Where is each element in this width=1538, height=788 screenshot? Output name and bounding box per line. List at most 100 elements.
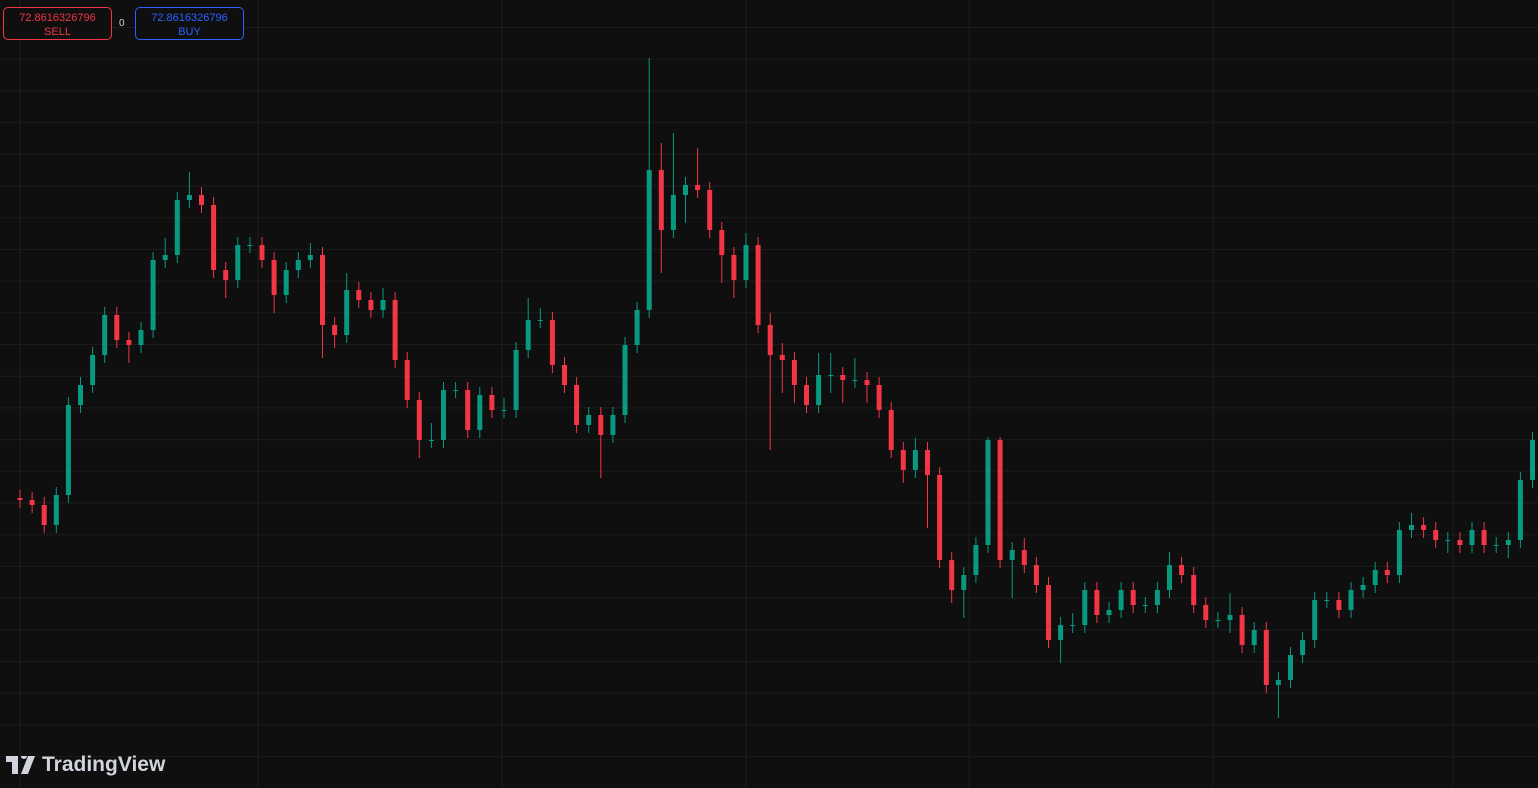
candle-body — [1227, 615, 1233, 620]
candle-body — [537, 320, 543, 321]
candle-body — [199, 195, 204, 205]
candle-body — [138, 330, 144, 345]
candle-body — [416, 400, 422, 440]
candle-body — [53, 495, 59, 525]
buy-label: BUY — [178, 26, 201, 38]
candle-body — [634, 310, 640, 345]
candle-body — [622, 345, 628, 415]
candle-body — [513, 350, 519, 410]
candle-body — [1130, 590, 1136, 605]
candle-body — [1167, 565, 1172, 590]
candle-body — [925, 450, 930, 475]
candle-body — [646, 170, 652, 310]
candle-body — [441, 390, 446, 440]
candle-body — [186, 195, 192, 200]
candle-body — [937, 475, 943, 560]
candle-body — [731, 255, 737, 280]
candle-body — [1421, 525, 1427, 530]
candle-body — [997, 440, 1003, 560]
candle-body — [828, 375, 834, 376]
candle-body — [755, 245, 761, 325]
candle-body — [549, 320, 555, 365]
candle-body — [961, 575, 967, 590]
candle-body — [235, 245, 241, 280]
candle-body — [816, 375, 822, 405]
candle-body — [29, 500, 35, 505]
candle-body — [41, 505, 47, 525]
spread: 0 — [119, 18, 125, 29]
candle-body — [1203, 605, 1209, 620]
candle-body — [1154, 590, 1160, 605]
candle-body — [1179, 565, 1185, 575]
candle-body — [1070, 625, 1076, 626]
candle-body — [65, 405, 71, 495]
candle-body — [78, 385, 83, 405]
candle-body — [271, 260, 277, 295]
candle-body — [174, 200, 180, 255]
sell-price: 72.8616326796 — [19, 12, 96, 24]
candle-body — [295, 260, 301, 270]
candle-body — [211, 205, 217, 270]
candle-body — [150, 260, 156, 330]
candle-body — [1106, 610, 1112, 615]
candle-body — [1505, 540, 1511, 545]
candle-body — [1336, 600, 1342, 610]
candle-body — [1033, 565, 1039, 585]
candle-body — [852, 380, 858, 381]
candle-body — [223, 270, 229, 280]
watermark-text: TradingView — [42, 753, 166, 776]
candle-body — [1058, 625, 1064, 640]
candle-body — [804, 385, 809, 405]
watermark[interactable]: TradingView — [6, 752, 165, 778]
candle-body — [477, 395, 483, 430]
candle-body — [259, 245, 265, 260]
candle-body — [307, 255, 313, 260]
candle-body — [489, 395, 495, 410]
candle-body — [840, 375, 846, 380]
candle-body — [247, 245, 253, 246]
candle-body — [525, 320, 531, 350]
candle-body — [114, 315, 120, 340]
candle-body — [283, 270, 289, 295]
candle-body — [380, 300, 386, 310]
candle-body — [1348, 590, 1354, 610]
buy-button[interactable]: 72.8616326796 BUY — [135, 7, 244, 40]
candle-body — [1251, 630, 1257, 645]
candle-body — [320, 255, 325, 325]
candle-body — [368, 300, 374, 310]
candle-body — [1409, 525, 1414, 530]
candle-body — [912, 450, 918, 470]
candle-body — [126, 340, 132, 345]
sell-button[interactable]: 72.8616326796 SELL — [3, 7, 112, 40]
candle-body — [1094, 590, 1100, 615]
candle-body — [1046, 585, 1051, 640]
logo-icon — [6, 756, 35, 774]
candle-body — [610, 415, 616, 435]
candle-body — [1275, 680, 1281, 685]
candle-body — [1288, 655, 1293, 680]
candle-body — [1530, 440, 1535, 480]
candle-body — [1469, 530, 1475, 545]
candle-body — [658, 170, 664, 230]
candle-body — [707, 190, 713, 230]
candle-body — [1457, 540, 1463, 545]
candle-body — [1384, 570, 1390, 575]
candle-body — [562, 365, 567, 385]
candle-body — [1445, 540, 1451, 541]
candle-body — [876, 385, 882, 410]
candle-body — [900, 450, 906, 470]
candle-body — [767, 325, 773, 355]
candle-body — [1493, 545, 1499, 546]
candle-body — [1396, 530, 1402, 575]
candle-body — [428, 440, 434, 441]
candle-body — [1360, 585, 1366, 590]
candle-body — [1239, 615, 1245, 645]
candle-body — [332, 325, 338, 335]
candle-body — [864, 380, 870, 385]
candle-body — [1215, 620, 1221, 621]
candle-body — [719, 230, 725, 255]
candle-body — [1433, 530, 1439, 540]
candle-body — [1021, 550, 1027, 565]
